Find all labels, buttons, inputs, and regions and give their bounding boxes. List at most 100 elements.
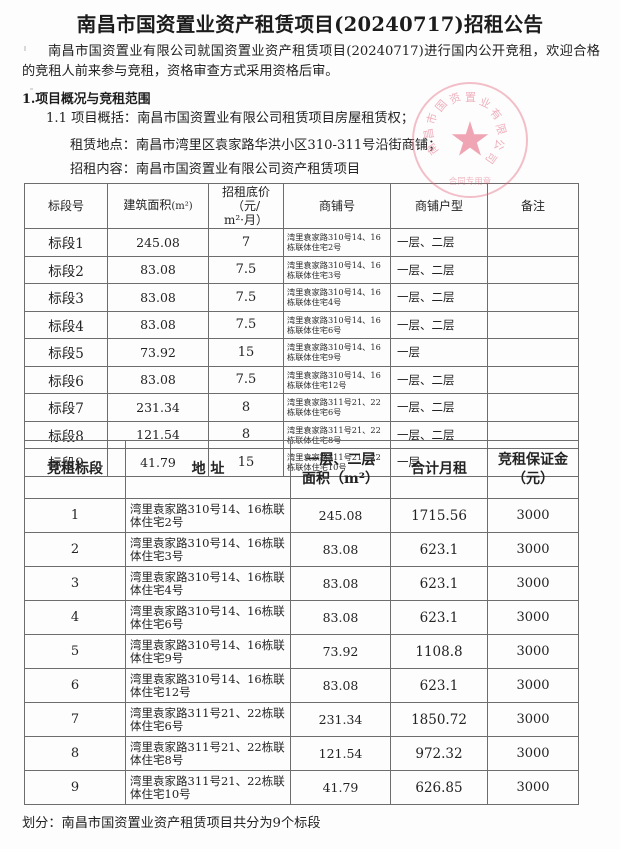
cell-area: 245.08 [107, 228, 209, 257]
col-header-area: 建筑面积(m²) [107, 183, 209, 229]
cell-address: 湾里袁家路311号21、22栋联 体住宅8号 [125, 736, 291, 771]
cell-monthly-rent: 623.1 [390, 600, 488, 635]
cell-lot: 标段7 [24, 393, 108, 422]
cell-bid-lot: 5 [24, 634, 126, 669]
bid-summary-table: 竞租标段 地 址 一层、二层 面积（m²） 合计月租 竞租保证金 （元） 1 湾里袁家… [24, 440, 579, 805]
cell-floor-area: 83.08 [290, 566, 391, 601]
cell-floor-area: 83.08 [290, 532, 391, 567]
cell-remark [487, 365, 579, 394]
table-header-row: 竞租标段 地 址 一层、二层 面积（m²） 合计月租 竞租保证金 （元） [24, 440, 579, 499]
col-header-monthly-rent: 合计月租 [390, 440, 488, 499]
cell-shop-no: 湾里袁家路310号14、16 栋联体住宅4号 [283, 283, 391, 312]
price-header-line2: m²·月） [223, 213, 268, 227]
cell-deposit: 3000 [487, 736, 579, 771]
cell-deposit: 3000 [487, 702, 579, 737]
cell-bid-lot: 4 [24, 600, 126, 635]
cell-price: 7.5 [208, 310, 284, 339]
table-row: 标段6 83.08 7.5 湾里袁家路310号14、16 栋联体住宅12号 一层、二层 [24, 365, 579, 394]
cell-shop-type: 一层、二层 [390, 393, 488, 422]
cell-lot: 标段4 [24, 310, 108, 339]
cell-shop-no: 湾里袁家路310号14、16 栋联体住宅3号 [283, 255, 391, 284]
cell-floor-area: 245.08 [290, 498, 391, 533]
cell-monthly-rent: 1850.72 [390, 702, 488, 737]
cell-shop-type: 一层、二层 [390, 283, 488, 312]
cell-remark [487, 393, 579, 422]
cell-monthly-rent: 1108.8 [390, 634, 488, 669]
page-title: 南昌市国资置业资产租赁项目(20240717)招租公告 [76, 13, 544, 36]
cell-floor-area: 73.92 [290, 634, 391, 669]
table-row: 标段7 231.34 8 湾里袁家路311号21、22 栋联体住宅6号 一层、二层 [24, 393, 579, 422]
cell-remark [487, 283, 579, 312]
table-row: 标段3 83.08 7.5 湾里袁家路310号14、16 栋联体住宅4号 一层、二层 [24, 283, 579, 312]
deposit-line2: （元） [512, 470, 554, 487]
cell-address: 湾里袁家路310号14、16栋联 体住宅6号 [125, 600, 291, 635]
cell-lot: 标段6 [24, 365, 108, 394]
cell-shop-no: 湾里袁家路311号21、22 栋联体住宅6号 [283, 393, 391, 422]
cell-deposit: 3000 [487, 566, 579, 601]
lot-details-table: 标段号 建筑面积(m²) 招租底价（元/m²·月） 商铺号 商铺户型 备注 标段… [24, 183, 579, 477]
cell-bid-lot: 2 [24, 532, 126, 567]
cell-price: 7.5 [208, 283, 284, 312]
col-header-lot: 标段号 [24, 183, 108, 229]
table-row: 9 湾里袁家路311号21、22栋联 体住宅10号 41.79 626.85 3000 [24, 770, 579, 805]
seal-ring-glyph: 市 [424, 111, 440, 126]
col-header-remark: 备注 [487, 183, 579, 229]
cell-lot: 标段3 [24, 283, 108, 312]
cell-bid-lot: 9 [24, 770, 126, 805]
col-header-area-label: 建筑面积 [123, 198, 172, 212]
seal-ring-glyph: 司 [482, 149, 500, 167]
cell-area: 73.92 [107, 338, 209, 367]
cell-floor-area: 231.34 [290, 702, 391, 737]
cell-monthly-rent: 1715.56 [390, 498, 488, 533]
cell-deposit: 3000 [487, 770, 579, 805]
table-row: 标段4 83.08 7.5 湾里袁家路310号14、16 栋联体住宅6号 一层、二层 [24, 310, 579, 339]
cell-bid-lot: 3 [24, 566, 126, 601]
cell-deposit: 3000 [487, 600, 579, 635]
table-row: 标段1 245.08 7 湾里袁家路310号14、16 栋联体住宅2号 一层、二层 [24, 228, 579, 257]
col-header-area-unit: (m²) [171, 201, 193, 212]
table-row: 5 湾里袁家路310号14、16栋联 体住宅9号 73.92 1108.8 3000 [24, 634, 579, 669]
cell-monthly-rent: 626.85 [390, 770, 488, 805]
cell-area: 83.08 [107, 283, 209, 312]
cell-shop-type: 一层、二层 [390, 310, 488, 339]
cell-shop-type: 一层 [390, 338, 488, 367]
table-row: 3 湾里袁家路310号14、16栋联 体住宅4号 83.08 623.1 3000 [24, 566, 579, 601]
cell-shop-no: 湾里袁家路310号14、16 栋联体住宅12号 [283, 365, 391, 394]
price-header-line1: 招租底价（元/ [221, 185, 270, 213]
cell-address: 湾里袁家路311号21、22栋联 体住宅10号 [125, 770, 291, 805]
table-row: 6 湾里袁家路310号14、16栋联 体住宅12号 83.08 623.1 3000 [24, 668, 579, 703]
table-row: 7 湾里袁家路311号21、22栋联 体住宅6号 231.34 1850.72 3000 [24, 702, 579, 737]
table-row: 标段5 73.92 15 湾里袁家路310号14、16 栋联体住宅9号 一层 [24, 338, 579, 367]
cell-floor-area: 121.54 [290, 736, 391, 771]
cell-area: 83.08 [107, 255, 209, 284]
cell-floor-area: 41.79 [290, 770, 391, 805]
seal-ring-glyph: 限 [493, 122, 509, 137]
cell-bid-lot: 7 [24, 702, 126, 737]
seal-ring-glyph: 公 [491, 138, 507, 152]
cell-deposit: 3000 [487, 668, 579, 703]
cell-shop-no: 湾里袁家路310号14、16 栋联体住宅9号 [283, 338, 391, 367]
table-header-row: 标段号 建筑面积(m²) 招租底价（元/m²·月） 商铺号 商铺户型 备注 [24, 183, 579, 229]
sub-item-project-overview: 1.1 项目概括：南昌市国资置业有限公司租赁项目房屋租赁权； [46, 111, 415, 126]
cell-shop-type: 一层、二层 [390, 365, 488, 394]
col-header-price: 招租底价（元/m²·月） [208, 183, 284, 229]
cell-remark [487, 255, 579, 284]
cell-lot: 标段1 [24, 228, 108, 257]
cell-monthly-rent: 623.1 [390, 532, 488, 567]
col-header-address: 地 址 [125, 440, 291, 499]
table-row: 1 湾里袁家路310号14、16栋联 体住宅2号 245.08 1715.56 3000 [24, 498, 579, 533]
col-header-shop-type: 商铺户型 [390, 183, 488, 229]
cell-monthly-rent: 972.32 [390, 736, 488, 771]
cell-area: 231.34 [107, 393, 209, 422]
cell-address: 湾里袁家路310号14、16栋联 体住宅4号 [125, 566, 291, 601]
scan-speck [30, 88, 33, 90]
floor-area-line2: 面积（m²） [302, 470, 379, 487]
cell-bid-lot: 8 [24, 736, 126, 771]
section-heading: 1.项目概况与竞租范围 [22, 92, 151, 107]
cell-shop-type: 一层、二层 [390, 255, 488, 284]
cell-price: 7.5 [208, 255, 284, 284]
cell-address: 湾里袁家路310号14、16栋联 体住宅9号 [125, 634, 291, 669]
cell-price: 15 [208, 338, 284, 367]
table-row: 4 湾里袁家路310号14、16栋联 体住宅6号 83.08 623.1 3000 [24, 600, 579, 635]
sub-item-lease-location: 租赁地点：南昌市湾里区袁家路华洪小区310-311号沿街商铺； [70, 138, 442, 153]
